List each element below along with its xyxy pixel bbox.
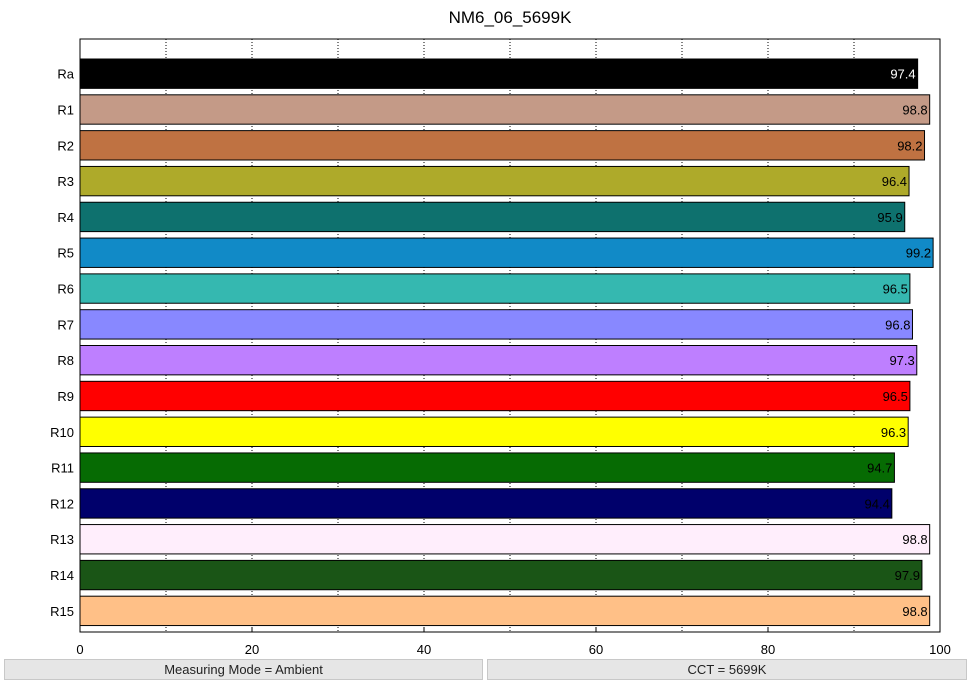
- bar-r6: [79, 273, 911, 304]
- x-tick-label: 80: [761, 642, 775, 657]
- value-label: 98.8: [902, 604, 927, 619]
- bar-r14: [79, 559, 923, 591]
- x-tick-label: 40: [417, 642, 431, 657]
- bar-r5: [79, 237, 934, 268]
- category-label: R15: [50, 604, 74, 619]
- category-label: R8: [57, 353, 74, 368]
- category-label: R2: [57, 138, 74, 153]
- value-label: 96.8: [885, 317, 910, 332]
- bar-r4: [79, 201, 906, 233]
- value-label: 98.8: [902, 102, 927, 117]
- chart-title: NM6_06_5699K: [449, 8, 573, 27]
- category-label: R5: [57, 246, 74, 261]
- category-label: R14: [50, 568, 74, 583]
- value-label: 96.3: [881, 425, 906, 440]
- category-label: R6: [57, 282, 74, 297]
- value-label: 97.9: [895, 568, 920, 583]
- measuring-mode-panel: Measuring Mode = Ambient: [4, 659, 483, 680]
- bar-ra: [79, 58, 919, 89]
- value-label: 98.2: [897, 138, 922, 153]
- bar-r1: [79, 94, 931, 125]
- category-label: R11: [51, 461, 74, 476]
- value-label: 95.9: [877, 210, 902, 225]
- value-label: 96.4: [882, 174, 907, 189]
- value-label: 97.4: [890, 67, 915, 82]
- bar-r11: [79, 452, 895, 483]
- cct-label: CCT = 5699K: [687, 662, 767, 677]
- measuring-mode-label: Measuring Mode = Ambient: [164, 662, 323, 677]
- bar-r2: [79, 130, 926, 161]
- category-label: R4: [57, 210, 74, 225]
- bar-r13: [79, 524, 931, 555]
- bar-r7: [79, 309, 913, 340]
- x-tick-label: 0: [76, 642, 83, 657]
- value-label: 97.3: [889, 353, 914, 368]
- x-tick-label: 60: [589, 642, 603, 657]
- value-label: 99.2: [906, 246, 931, 261]
- value-label: 96.5: [883, 282, 908, 297]
- bar-r9: [79, 380, 911, 412]
- value-label: 98.8: [902, 532, 927, 547]
- category-label: R13: [50, 532, 74, 547]
- value-label: 94.7: [867, 461, 892, 476]
- value-label: 96.5: [883, 389, 908, 404]
- bar-r3: [79, 165, 910, 197]
- bar-r10: [79, 416, 909, 447]
- bar-r12: [79, 488, 893, 519]
- value-label: 94.4: [865, 496, 890, 511]
- category-label: Ra: [57, 67, 74, 82]
- bar-r15: [79, 595, 931, 627]
- x-tick-label: 100: [929, 642, 951, 657]
- category-label: R12: [50, 496, 74, 511]
- cri-bar-chart: NM6_06_5699K Ra 97.4 R1 98.8 R2 98.2 R3 96.4 R4 95…: [50, 8, 951, 657]
- cct-panel: CCT = 5699K: [487, 659, 967, 680]
- category-label: R9: [57, 389, 74, 404]
- category-label: R3: [57, 174, 74, 189]
- x-tick-label: 20: [245, 642, 259, 657]
- category-label: R10: [50, 425, 74, 440]
- bar-r8: [79, 345, 918, 376]
- category-label: R1: [57, 102, 74, 117]
- category-label: R7: [57, 317, 74, 332]
